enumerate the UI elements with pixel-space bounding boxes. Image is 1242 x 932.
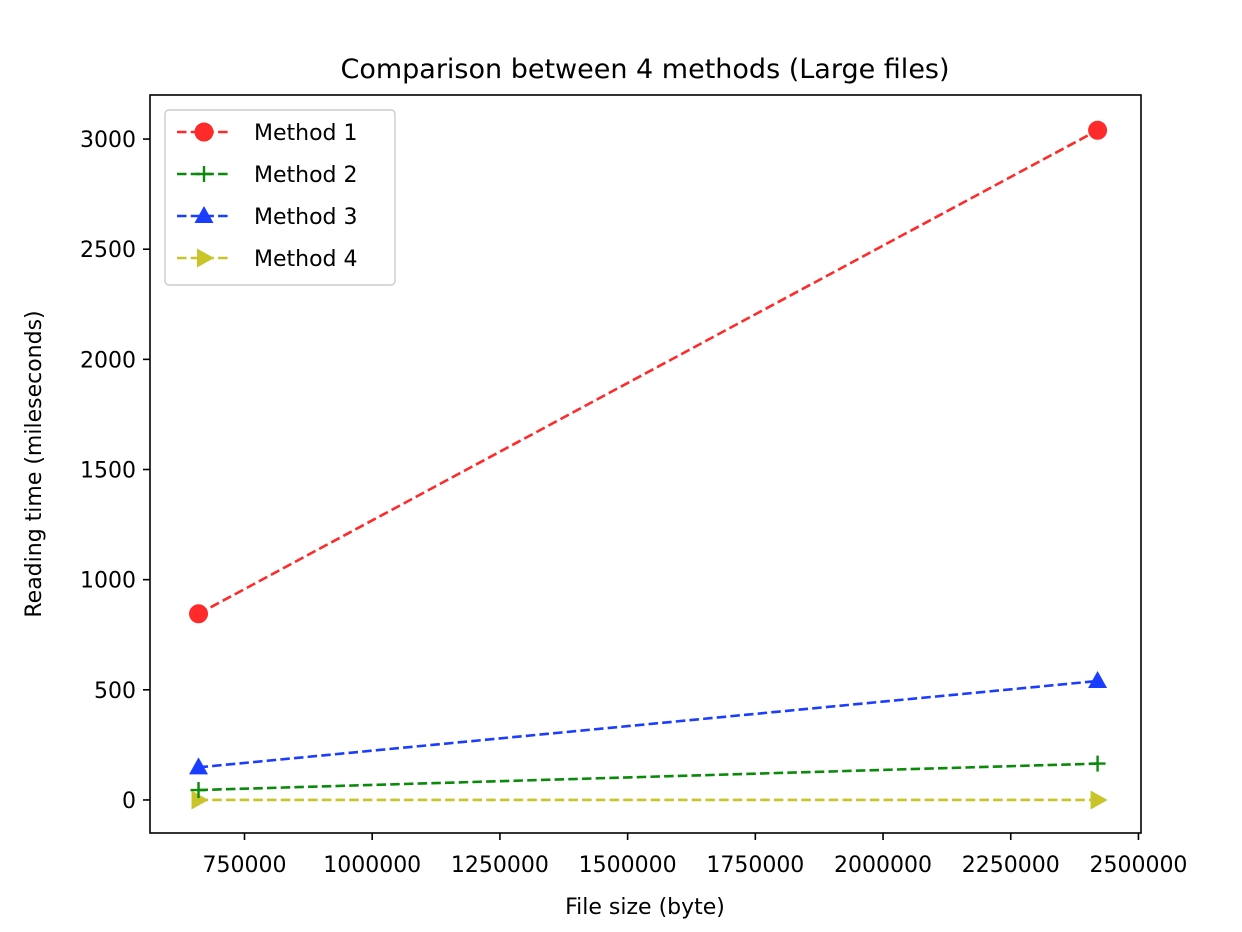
plot-area xyxy=(189,120,1108,810)
y-tick-label-4: 2000 xyxy=(80,348,136,373)
legend-marker-4 xyxy=(197,248,214,268)
series-1-point-1 xyxy=(1088,120,1108,140)
y-tick-label-3: 1500 xyxy=(80,459,136,484)
x-tick-label-7: 2500000 xyxy=(1089,853,1187,878)
series-4-point-0 xyxy=(191,790,209,810)
y-tick-label-5: 2500 xyxy=(80,238,136,263)
y-tick-label-6: 3000 xyxy=(80,128,136,153)
series-3-point-1 xyxy=(1088,670,1108,688)
x-axis-label: File size (byte) xyxy=(565,895,725,920)
series-method-1 xyxy=(189,120,1108,624)
legend-marker-1 xyxy=(194,122,214,142)
legend-box xyxy=(164,109,396,286)
series-1-point-0 xyxy=(189,604,209,624)
y-tick-label-1: 500 xyxy=(94,679,136,704)
series-2-point-0 xyxy=(190,782,207,799)
axis-ticks: 750000 1000000 1250000 1500000 1750000 200000… xyxy=(80,128,1187,878)
x-tick-label-4: 1750000 xyxy=(706,853,804,878)
x-tick-label-2: 1250000 xyxy=(451,853,549,878)
legend-label-4: Method 4 xyxy=(254,247,358,272)
y-axis-label: Reading time (mileseconds) xyxy=(22,310,47,617)
legend-marker-3 xyxy=(194,206,214,223)
series-method-3 xyxy=(189,670,1108,775)
legend-marker-2 xyxy=(196,166,212,182)
series-4-point-1 xyxy=(1090,790,1108,810)
series-method-4 xyxy=(191,790,1108,810)
x-tick-label-3: 1500000 xyxy=(579,853,677,878)
legend-entry-3: Method 3 xyxy=(177,205,358,230)
series-3-point-0 xyxy=(189,757,209,775)
legend-entry-1: Method 1 xyxy=(177,121,358,146)
x-tick-label-5: 2000000 xyxy=(834,853,932,878)
legend-label-1: Method 1 xyxy=(254,121,358,146)
series-method-2 xyxy=(190,755,1106,799)
series-2-point-1 xyxy=(1089,755,1106,772)
x-tick-label-0: 750000 xyxy=(203,853,287,878)
series-line-1 xyxy=(197,129,1099,615)
legend-label-2: Method 2 xyxy=(254,163,358,188)
axes-frame xyxy=(149,94,1142,834)
y-tick-label-2: 1000 xyxy=(80,569,136,594)
legend-entry-4: Method 4 xyxy=(177,247,358,272)
legend-entry-2: Method 2 xyxy=(177,163,358,188)
x-tick-label-1: 1000000 xyxy=(323,853,421,878)
chart-title: Comparison between 4 methods (Large file… xyxy=(340,54,949,85)
y-tick-label-0: 0 xyxy=(122,789,136,814)
legend: Method 1 Method 2 Method 3 Method 4 xyxy=(164,109,396,286)
x-tick-label-6: 2250000 xyxy=(962,853,1060,878)
legend-label-3: Method 3 xyxy=(254,205,358,230)
